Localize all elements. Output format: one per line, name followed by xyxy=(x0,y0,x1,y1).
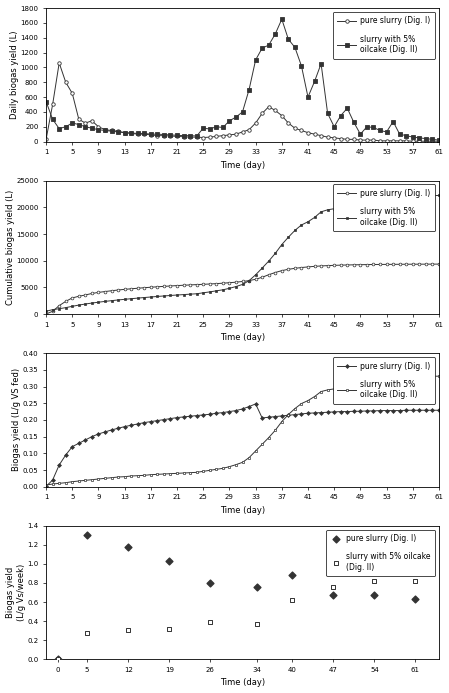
slurry with 5%
oilcake (Dig. II) xyxy=(391,117,396,125)
slurry with 5%
oilcake (Dig. II) xyxy=(135,130,141,138)
slurry with 5%
oilcake (Dig. II) xyxy=(181,132,186,140)
Y-axis label: Biogas yield
(L/g Vs/week): Biogas yield (L/g Vs/week) xyxy=(6,564,26,621)
pure slurry (Dig. I) xyxy=(141,130,147,139)
X-axis label: Time (day): Time (day) xyxy=(220,161,265,170)
pure slurry (Dig. I) xyxy=(260,414,265,422)
slurry with 5% oilcake
(Dig. II) xyxy=(54,653,62,665)
slurry with 5% oilcake
(Dig. II) xyxy=(166,623,173,634)
pure slurry (Dig. I) xyxy=(207,577,214,588)
pure slurry (Dig. I) xyxy=(128,130,134,138)
Legend: pure slurry (Dig. I), slurry with 5%
oilcake (Dig. II): pure slurry (Dig. I), slurry with 5% oil… xyxy=(333,12,435,59)
pure slurry (Dig. I) xyxy=(122,286,128,294)
pure slurry (Dig. I) xyxy=(260,109,265,118)
slurry with 5%
oilcake (Dig. II) xyxy=(279,417,285,426)
slurry with 5%
oilcake (Dig. II) xyxy=(430,372,435,380)
pure slurry (Dig. I) xyxy=(166,556,173,567)
slurry with 5%
oilcake (Dig. II) xyxy=(44,98,49,106)
slurry with 5%
oilcake (Dig. II) xyxy=(122,128,128,137)
slurry with 5% oilcake
(Dig. II) xyxy=(84,628,91,639)
pure slurry (Dig. I) xyxy=(122,423,128,431)
pure slurry (Dig. I) xyxy=(330,590,337,601)
slurry with 5% oilcake
(Dig. II) xyxy=(207,617,214,628)
pure slurry (Dig. I) xyxy=(436,406,442,414)
slurry with 5%
oilcake (Dig. II) xyxy=(384,376,389,384)
pure slurry (Dig. I) xyxy=(44,135,49,143)
slurry with 5%
oilcake (Dig. II) xyxy=(44,481,49,489)
pure slurry (Dig. I) xyxy=(44,482,49,491)
slurry with 5% oilcake
(Dig. II) xyxy=(371,575,378,586)
slurry with 5%
oilcake (Dig. II) xyxy=(253,447,258,455)
slurry with 5%
oilcake (Dig. II) xyxy=(44,307,49,315)
Line: slurry with 5%
oilcake (Dig. II): slurry with 5% oilcake (Dig. II) xyxy=(45,375,440,486)
slurry with 5%
oilcake (Dig. II) xyxy=(436,372,442,380)
pure slurry (Dig. I) xyxy=(436,260,442,268)
Line: slurry with 5%
oilcake (Dig. II): slurry with 5% oilcake (Dig. II) xyxy=(44,17,440,142)
pure slurry (Dig. I) xyxy=(44,310,49,318)
pure slurry (Dig. I) xyxy=(371,590,378,601)
pure slurry (Dig. I) xyxy=(384,261,389,269)
pure slurry (Dig. I) xyxy=(410,137,415,146)
pure slurry (Dig. I) xyxy=(436,137,442,146)
slurry with 5%
oilcake (Dig. II) xyxy=(181,290,186,299)
Line: slurry with 5%
oilcake (Dig. II): slurry with 5% oilcake (Dig. II) xyxy=(45,194,440,313)
X-axis label: Time (day): Time (day) xyxy=(220,333,265,342)
Legend: pure slurry (Dig. I), slurry with 5% oilcake
(Dig. II): pure slurry (Dig. I), slurry with 5% oil… xyxy=(326,529,435,577)
pure slurry (Dig. I) xyxy=(124,541,132,552)
slurry with 5%
oilcake (Dig. II) xyxy=(436,191,442,200)
Line: pure slurry (Dig. I): pure slurry (Dig. I) xyxy=(44,61,440,143)
pure slurry (Dig. I) xyxy=(279,267,285,275)
pure slurry (Dig. I) xyxy=(84,529,91,541)
Line: pure slurry (Dig. I): pure slurry (Dig. I) xyxy=(45,403,440,488)
slurry with 5%
oilcake (Dig. II) xyxy=(253,56,258,64)
Y-axis label: Daily biogas yield (L): Daily biogas yield (L) xyxy=(10,30,19,119)
pure slurry (Dig. I) xyxy=(135,420,141,428)
slurry with 5%
oilcake (Dig. II) xyxy=(279,15,285,24)
pure slurry (Dig. I) xyxy=(254,581,261,593)
pure slurry (Dig. I) xyxy=(253,400,258,408)
X-axis label: Time (day): Time (day) xyxy=(220,678,265,687)
Y-axis label: Biogas yield (L/g VS fed): Biogas yield (L/g VS fed) xyxy=(12,369,21,471)
Line: pure slurry (Dig. I): pure slurry (Dig. I) xyxy=(45,263,440,315)
slurry with 5%
oilcake (Dig. II) xyxy=(279,240,285,249)
pure slurry (Dig. I) xyxy=(54,653,62,665)
slurry with 5%
oilcake (Dig. II) xyxy=(181,469,186,477)
Legend: pure slurry (Dig. I), slurry with 5%
oilcake (Dig. II): pure slurry (Dig. I), slurry with 5% oil… xyxy=(333,184,435,231)
pure slurry (Dig. I) xyxy=(187,133,193,141)
Y-axis label: Cumulative biogas yield (L): Cumulative biogas yield (L) xyxy=(5,190,14,305)
pure slurry (Dig. I) xyxy=(391,137,396,145)
pure slurry (Dig. I) xyxy=(289,570,296,581)
pure slurry (Dig. I) xyxy=(181,413,186,421)
pure slurry (Dig. I) xyxy=(286,411,291,419)
slurry with 5%
oilcake (Dig. II) xyxy=(135,471,141,480)
pure slurry (Dig. I) xyxy=(135,284,141,292)
slurry with 5%
oilcake (Dig. II) xyxy=(122,295,128,304)
pure slurry (Dig. I) xyxy=(412,594,419,605)
slurry with 5% oilcake
(Dig. II) xyxy=(124,624,132,635)
slurry with 5% oilcake
(Dig. II) xyxy=(254,618,261,629)
slurry with 5%
oilcake (Dig. II) xyxy=(436,136,442,144)
slurry with 5%
oilcake (Dig. II) xyxy=(122,473,128,481)
pure slurry (Dig. I) xyxy=(253,275,258,283)
slurry with 5%
oilcake (Dig. II) xyxy=(384,195,389,203)
slurry with 5% oilcake
(Dig. II) xyxy=(330,581,337,593)
slurry with 5%
oilcake (Dig. II) xyxy=(286,35,291,44)
pure slurry (Dig. I) xyxy=(57,59,62,67)
slurry with 5%
oilcake (Dig. II) xyxy=(135,294,141,302)
Legend: pure slurry (Dig. I), slurry with 5%
oilcake (Dig. II): pure slurry (Dig. I), slurry with 5% oil… xyxy=(333,357,435,404)
slurry with 5% oilcake
(Dig. II) xyxy=(412,575,419,586)
pure slurry (Dig. I) xyxy=(391,406,396,414)
slurry with 5% oilcake
(Dig. II) xyxy=(289,595,296,606)
X-axis label: Time (day): Time (day) xyxy=(220,506,265,515)
pure slurry (Dig. I) xyxy=(286,119,291,128)
slurry with 5%
oilcake (Dig. II) xyxy=(253,271,258,279)
pure slurry (Dig. I) xyxy=(181,281,186,290)
